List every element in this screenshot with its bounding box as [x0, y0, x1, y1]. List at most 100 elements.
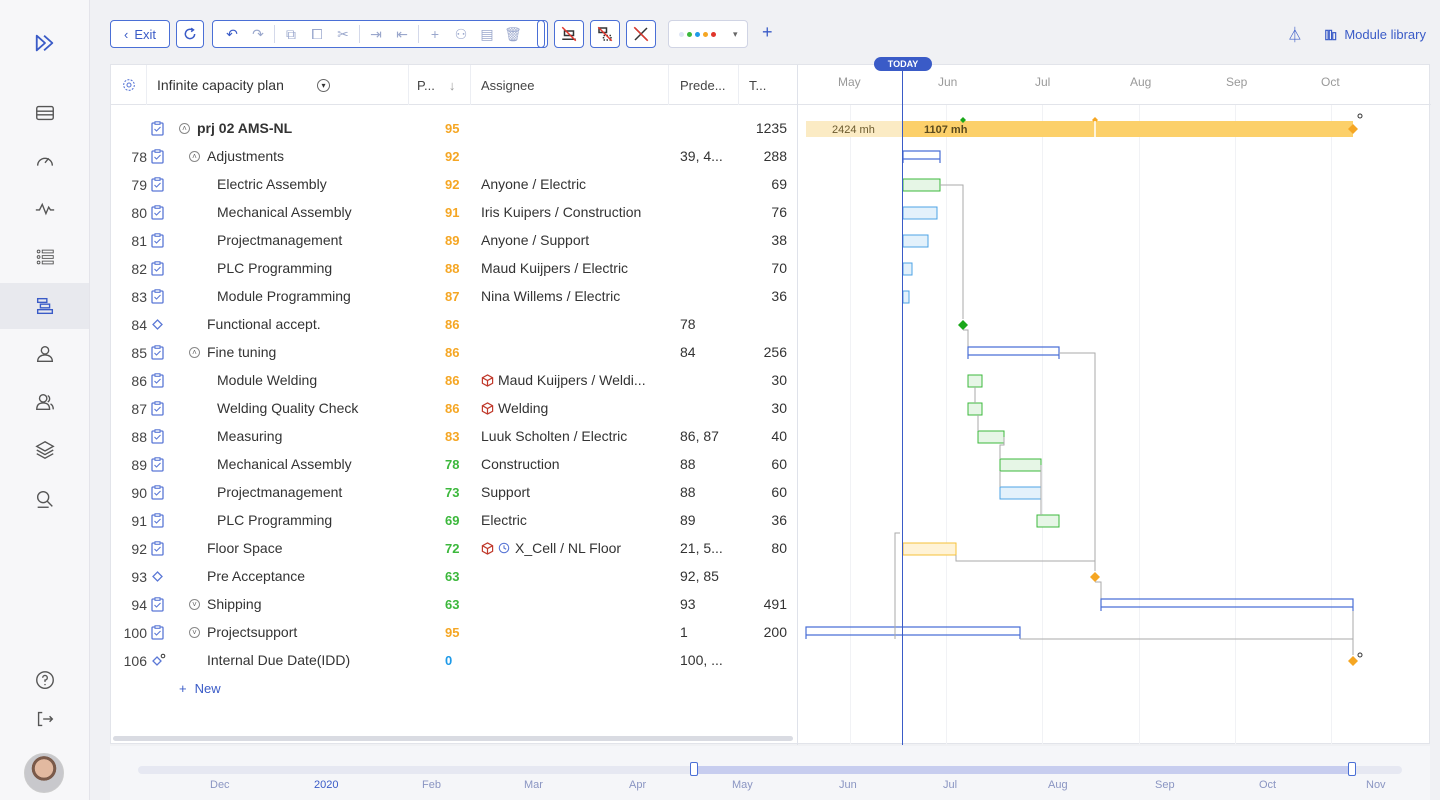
add-user-icon[interactable]: ⚇ — [454, 25, 468, 42]
sidebar-item-activity[interactable] — [0, 186, 89, 232]
collapse-toggle[interactable]: ˄ — [179, 123, 190, 134]
task-name[interactable]: prj 02 AMS-NL — [197, 120, 293, 136]
pane-divider[interactable] — [797, 65, 798, 745]
predecessors-value[interactable]: 84 — [680, 344, 696, 360]
task-name[interactable]: Measuring — [217, 428, 283, 444]
task-name[interactable]: Pre Acceptance — [207, 568, 306, 584]
sidebar-item-planning[interactable] — [0, 283, 89, 329]
sidebar-item-tasks[interactable] — [0, 234, 89, 280]
sidebar-item-list[interactable] — [0, 90, 89, 136]
milestone-pre-acceptance[interactable] — [1090, 572, 1100, 582]
task-name[interactable]: PLC Programming — [217, 260, 333, 276]
note-icon[interactable]: ▤ — [480, 25, 494, 42]
table-row[interactable]: 85 ˄ Fine tuning 86 84 256 — [111, 339, 797, 367]
filter-icon[interactable]: ⏃ — [1287, 27, 1303, 44]
table-row[interactable]: 79 Electric Assembly 92 Anyone / Electric 69 — [111, 171, 797, 199]
task-name[interactable]: Projectmanagement — [217, 484, 343, 500]
module-library-button[interactable]: Module library — [1324, 27, 1426, 42]
sidebar-item-search[interactable] — [0, 476, 89, 522]
predecessors-value[interactable]: 88 — [680, 484, 696, 500]
assignee-cell[interactable]: Support — [481, 484, 530, 500]
table-row[interactable]: 100 ˅ Projectsupport 95 1 200 — [111, 619, 797, 647]
predecessors-value[interactable]: 92, 85 — [680, 568, 719, 584]
summary-bar-past[interactable] — [806, 121, 903, 137]
app-logo[interactable] — [0, 20, 89, 66]
assignee-cell[interactable]: Welding — [481, 400, 548, 416]
assignee-cell[interactable]: X_Cell / NL Floor — [481, 540, 621, 556]
task-bar-plc-programming[interactable] — [902, 262, 913, 276]
milestone-functional-accept[interactable] — [958, 320, 968, 330]
table-row[interactable]: 81 Projectmanagement 89 Anyone / Support 38 — [111, 227, 797, 255]
predecessors-value[interactable]: 39, 4... — [680, 148, 723, 164]
cut-icon[interactable]: ✂ — [337, 25, 349, 42]
avatar[interactable] — [24, 753, 64, 793]
predecessors-value[interactable]: 78 — [680, 316, 696, 332]
assignee-cell[interactable]: Anyone / Support — [481, 232, 589, 248]
table-row[interactable]: 92 Floor Space 72 X_Cell / NL Floor 21, 5...… — [111, 535, 797, 563]
chevron-down-icon[interactable]: ▾ — [317, 78, 330, 92]
predecessors-value[interactable]: 93 — [680, 596, 696, 612]
refresh-button[interactable] — [176, 20, 204, 48]
assignee-cell[interactable]: Maud Kuijpers / Weldi... — [481, 372, 646, 388]
table-row[interactable]: 82 PLC Programming 88 Maud Kuijpers / Elect… — [111, 255, 797, 283]
table-row[interactable]: 84 Functional accept. 86 78 — [111, 311, 797, 339]
task-bar-mechanical-assembly[interactable] — [902, 206, 938, 220]
task-name[interactable]: Projectsupport — [207, 624, 298, 640]
milestone-internal-due-date[interactable] — [1348, 656, 1358, 666]
indent-icon[interactable]: ⇥ — [370, 25, 382, 42]
task-name[interactable]: Floor Space — [207, 540, 283, 556]
toggle-critical-path-button[interactable] — [554, 20, 584, 48]
overview-end-handle[interactable] — [1348, 762, 1356, 776]
overview-start-handle[interactable] — [690, 762, 698, 776]
expand-toggle[interactable]: ˅ — [189, 627, 200, 638]
table-row[interactable]: 80 Mechanical Assembly 91 Iris Kuipers / Co… — [111, 199, 797, 227]
group-bar-projectsupport[interactable] — [805, 626, 1021, 639]
task-bar-mechanical-assembly-2[interactable] — [999, 458, 1042, 472]
task-name[interactable]: Module Welding — [217, 372, 318, 388]
sidebar-item-layers[interactable] — [0, 427, 89, 473]
sidebar-item-logout[interactable] — [0, 696, 89, 742]
assignee-cell[interactable]: Iris Kuipers / Construction — [481, 204, 641, 220]
task-bar-floor-space[interactable] — [902, 542, 957, 556]
table-row[interactable]: 90 Projectmanagement 73 Support 88 60 — [111, 479, 797, 507]
undo-icon[interactable]: ↶ — [226, 25, 238, 42]
predecessors-value[interactable]: 88 — [680, 456, 696, 472]
grid-horizontal-scrollbar[interactable] — [113, 736, 793, 741]
assignee-cell[interactable]: Anyone / Electric — [481, 176, 586, 192]
task-bar-projectmanagement-2[interactable] — [999, 486, 1042, 500]
task-name[interactable]: Electric Assembly — [217, 176, 327, 192]
table-row[interactable]: 78 ˄ Adjustments 92 39, 4... 288 — [111, 143, 797, 171]
predecessors-value[interactable]: 86, 87 — [680, 428, 719, 444]
task-bar-projectmanagement[interactable] — [902, 234, 929, 248]
sidebar-item-dashboard[interactable] — [0, 138, 89, 184]
total-header[interactable]: T... — [739, 65, 797, 105]
table-row[interactable]: 93 Pre Acceptance 63 92, 85 — [111, 563, 797, 591]
table-row[interactable]: ˄ prj 02 AMS-NL 95 1235 — [111, 115, 797, 143]
collapse-toggle[interactable]: ˄ — [189, 151, 200, 162]
copy-icon[interactable]: ⧉ — [286, 25, 296, 42]
new-task-button[interactable]: + New — [179, 681, 221, 696]
redo-icon[interactable]: ↷ — [252, 25, 264, 42]
task-name[interactable]: Mechanical Assembly — [217, 204, 352, 220]
predecessors-value[interactable]: 89 — [680, 512, 696, 528]
add-view-button[interactable]: + — [762, 22, 773, 42]
table-row[interactable]: 87 Welding Quality Check 86 Welding 30 — [111, 395, 797, 423]
task-bar-measuring[interactable] — [977, 430, 1005, 444]
table-row[interactable]: 86 Module Welding 86 Maud Kuijpers / Weldi.… — [111, 367, 797, 395]
predecessors-value[interactable]: 21, 5... — [680, 540, 723, 556]
table-row[interactable]: 106 Internal Due Date(IDD) 0 100, ... — [111, 647, 797, 675]
task-name[interactable]: Adjustments — [207, 148, 285, 164]
add-icon[interactable]: + — [430, 26, 440, 42]
more-button[interactable] — [537, 20, 545, 48]
table-row[interactable]: 94 ˅ Shipping 63 93 491 — [111, 591, 797, 619]
delete-icon[interactable]: 🗑 — [504, 25, 522, 42]
task-name[interactable]: Welding Quality Check — [217, 400, 359, 416]
task-bar-welding-quality-check[interactable] — [967, 402, 983, 416]
task-bar-plc-programming-2[interactable] — [1036, 514, 1060, 528]
sidebar-item-help[interactable] — [0, 657, 89, 703]
task-bar-module-programming[interactable] — [902, 290, 910, 304]
assignee-cell[interactable]: Luuk Scholten / Electric — [481, 428, 627, 444]
exit-button[interactable]: ‹ Exit — [110, 20, 170, 48]
task-name[interactable]: Fine tuning — [207, 344, 277, 360]
table-row[interactable]: 91 PLC Programming 69 Electric 89 36 — [111, 507, 797, 535]
